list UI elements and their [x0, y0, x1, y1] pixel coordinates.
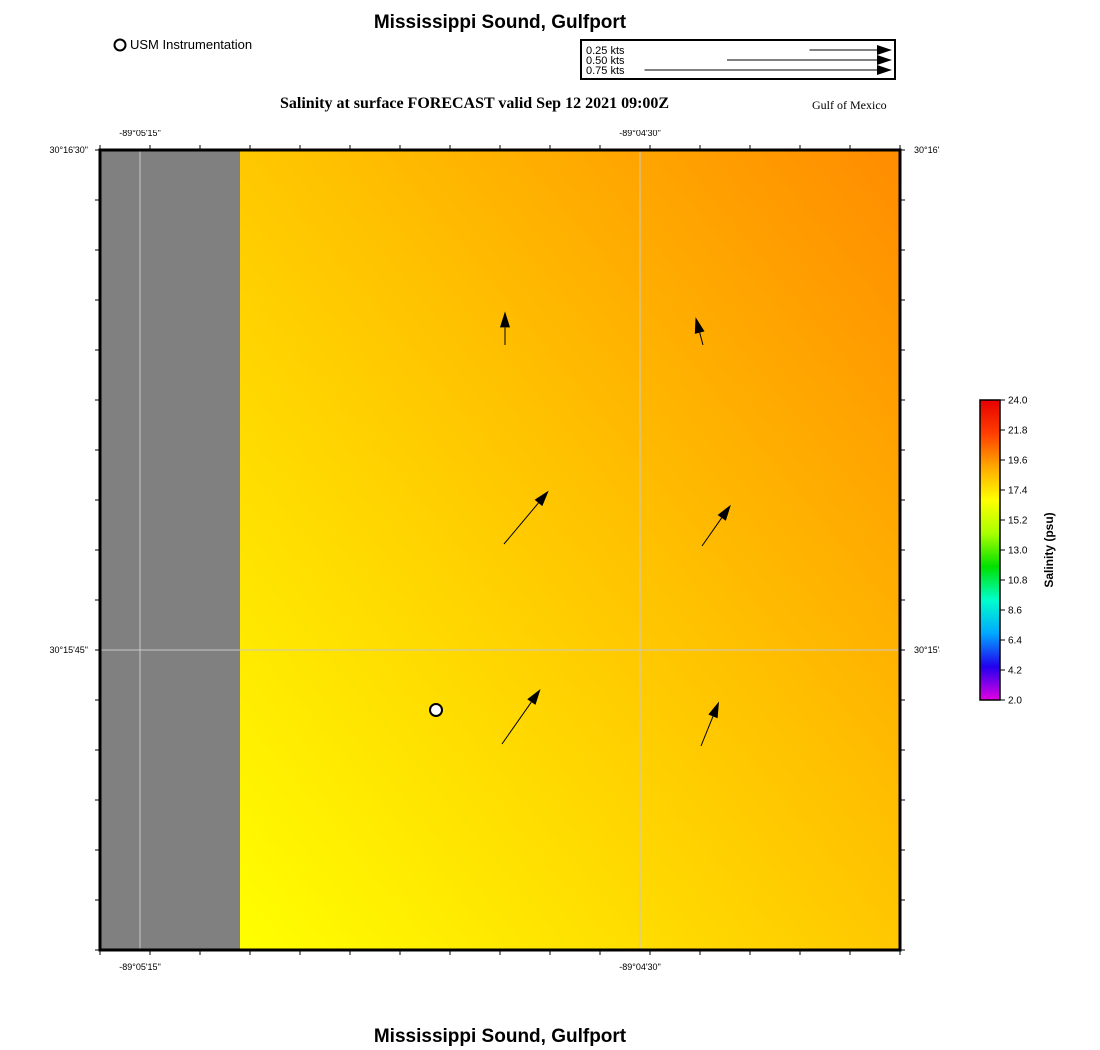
longitude-label: -89°04'30"	[619, 130, 661, 138]
colorbar-tick-label: 19.6	[1008, 456, 1028, 467]
salinity-map: -89°05'15" -89°05'15" -89°04'30" -89°04'30"…	[49, 130, 940, 972]
station-legend-icon	[113, 38, 127, 52]
colorbar-tick-label: 8.6	[1008, 606, 1022, 617]
colorbar-tick-label: 2.0	[1008, 696, 1022, 707]
latitude-label: 30°16'30"	[49, 145, 88, 155]
latitude-label: 30°15'45"	[914, 645, 940, 655]
usm-station-marker[interactable]	[429, 703, 443, 717]
latitude-label: 30°15'45"	[49, 645, 88, 655]
current-vector-arrowhead	[717, 504, 731, 521]
region-label: Gulf of Mexico	[812, 98, 887, 112]
longitude-label: -89°05'15"	[119, 130, 161, 138]
station-legend-label: USM Instrumentation	[130, 37, 253, 52]
graticule	[100, 150, 900, 950]
colorbar-tick-label: 17.4	[1008, 486, 1028, 497]
colorbar-tick-label: 4.2	[1008, 666, 1022, 677]
current-vector	[700, 716, 714, 747]
vector-scale-label: 0.75 kts	[586, 65, 625, 77]
colorbar-tick-label: 10.8	[1008, 576, 1028, 587]
map-footer-title: Mississippi Sound, Gulfport	[373, 1026, 627, 1047]
colorbar-tick-label: 15.2	[1008, 516, 1028, 527]
map-title: Mississippi Sound, Gulfport	[373, 12, 627, 33]
land-area	[100, 150, 240, 950]
current-vector	[501, 701, 532, 745]
longitude-label: -89°04'30"	[619, 962, 661, 972]
salinity-colorbar: 24.0 21.8 19.6 17.4 15.2 13.0 10.8 8.6 6.4 4.2 2.0…	[979, 396, 1056, 707]
vector-scale-arrowhead	[877, 45, 892, 55]
colorbar-tick-label: 13.0	[1008, 546, 1028, 557]
vector-scale-arrowhead	[877, 65, 892, 75]
current-vector	[503, 502, 539, 545]
vector-scale-label: 0.50 kts	[586, 55, 625, 67]
current-vector-arrowhead	[694, 317, 705, 334]
colorbar-tick-label: 6.4	[1008, 636, 1022, 647]
vector-scale-arrowhead	[877, 55, 892, 65]
colorbar-label: Salinity (psu)	[1042, 512, 1056, 587]
colorbar-tick-label: 24.0	[1008, 396, 1028, 407]
colorbar-tick-label: 21.8	[1008, 426, 1028, 437]
longitude-label: -89°05'15"	[119, 962, 161, 972]
vector-scale-label: 0.25 kts	[586, 45, 625, 57]
current-vector	[701, 517, 723, 547]
current-vector	[699, 332, 704, 346]
forecast-title: Salinity at surface FORECAST valid Sep 1…	[280, 95, 670, 112]
current-vector-arrowhead	[534, 490, 549, 507]
salinity-field	[240, 150, 900, 950]
latitude-label: 30°16'30"	[914, 145, 940, 155]
current-vector-arrowhead	[527, 688, 541, 705]
frame-ticks	[95, 145, 905, 955]
current-vector-arrowhead	[500, 311, 510, 328]
current-vector-arrowhead	[708, 701, 719, 719]
